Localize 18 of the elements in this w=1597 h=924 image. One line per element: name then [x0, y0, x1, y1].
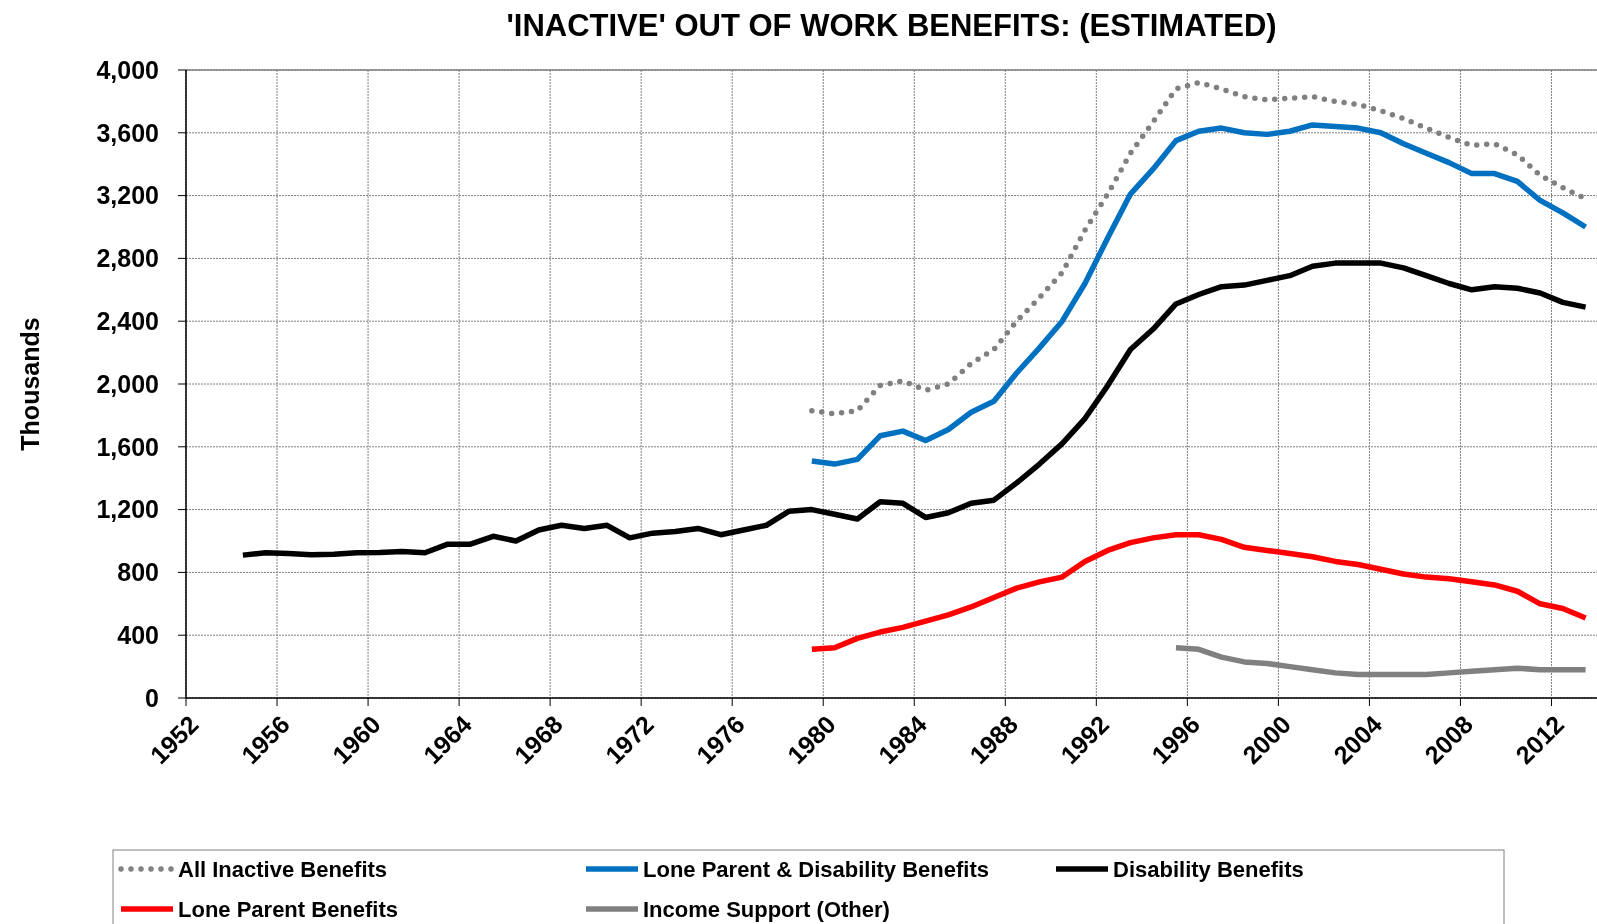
y-tick-label: 4,000: [96, 55, 159, 84]
legend-label: Lone Parent & Disability Benefits: [643, 856, 989, 882]
y-tick-label: 800: [117, 558, 159, 587]
y-tick-label: 2,400: [96, 306, 159, 335]
legend-label: Lone Parent Benefits: [178, 896, 399, 922]
legend-label: Income Support (Other): [643, 896, 890, 922]
y-tick-label: 400: [117, 620, 159, 649]
y-tick-label: 0: [145, 683, 159, 712]
y-tick-label: 1,600: [96, 432, 159, 461]
y-tick-label: 3,600: [96, 118, 159, 147]
legend-label: Disability Benefits: [1113, 856, 1304, 882]
y-axis-title: Thousands: [16, 317, 44, 451]
y-tick-label: 3,200: [96, 181, 159, 210]
y-tick-label: 1,200: [96, 495, 159, 524]
y-tick-label: 2,800: [96, 244, 159, 273]
legend-label: All Inactive Benefits: [178, 856, 388, 882]
y-tick-label: 2,000: [96, 369, 159, 398]
chart-title: 'INACTIVE' OUT OF WORK BENEFITS: (ESTIMATED): [506, 8, 1277, 43]
